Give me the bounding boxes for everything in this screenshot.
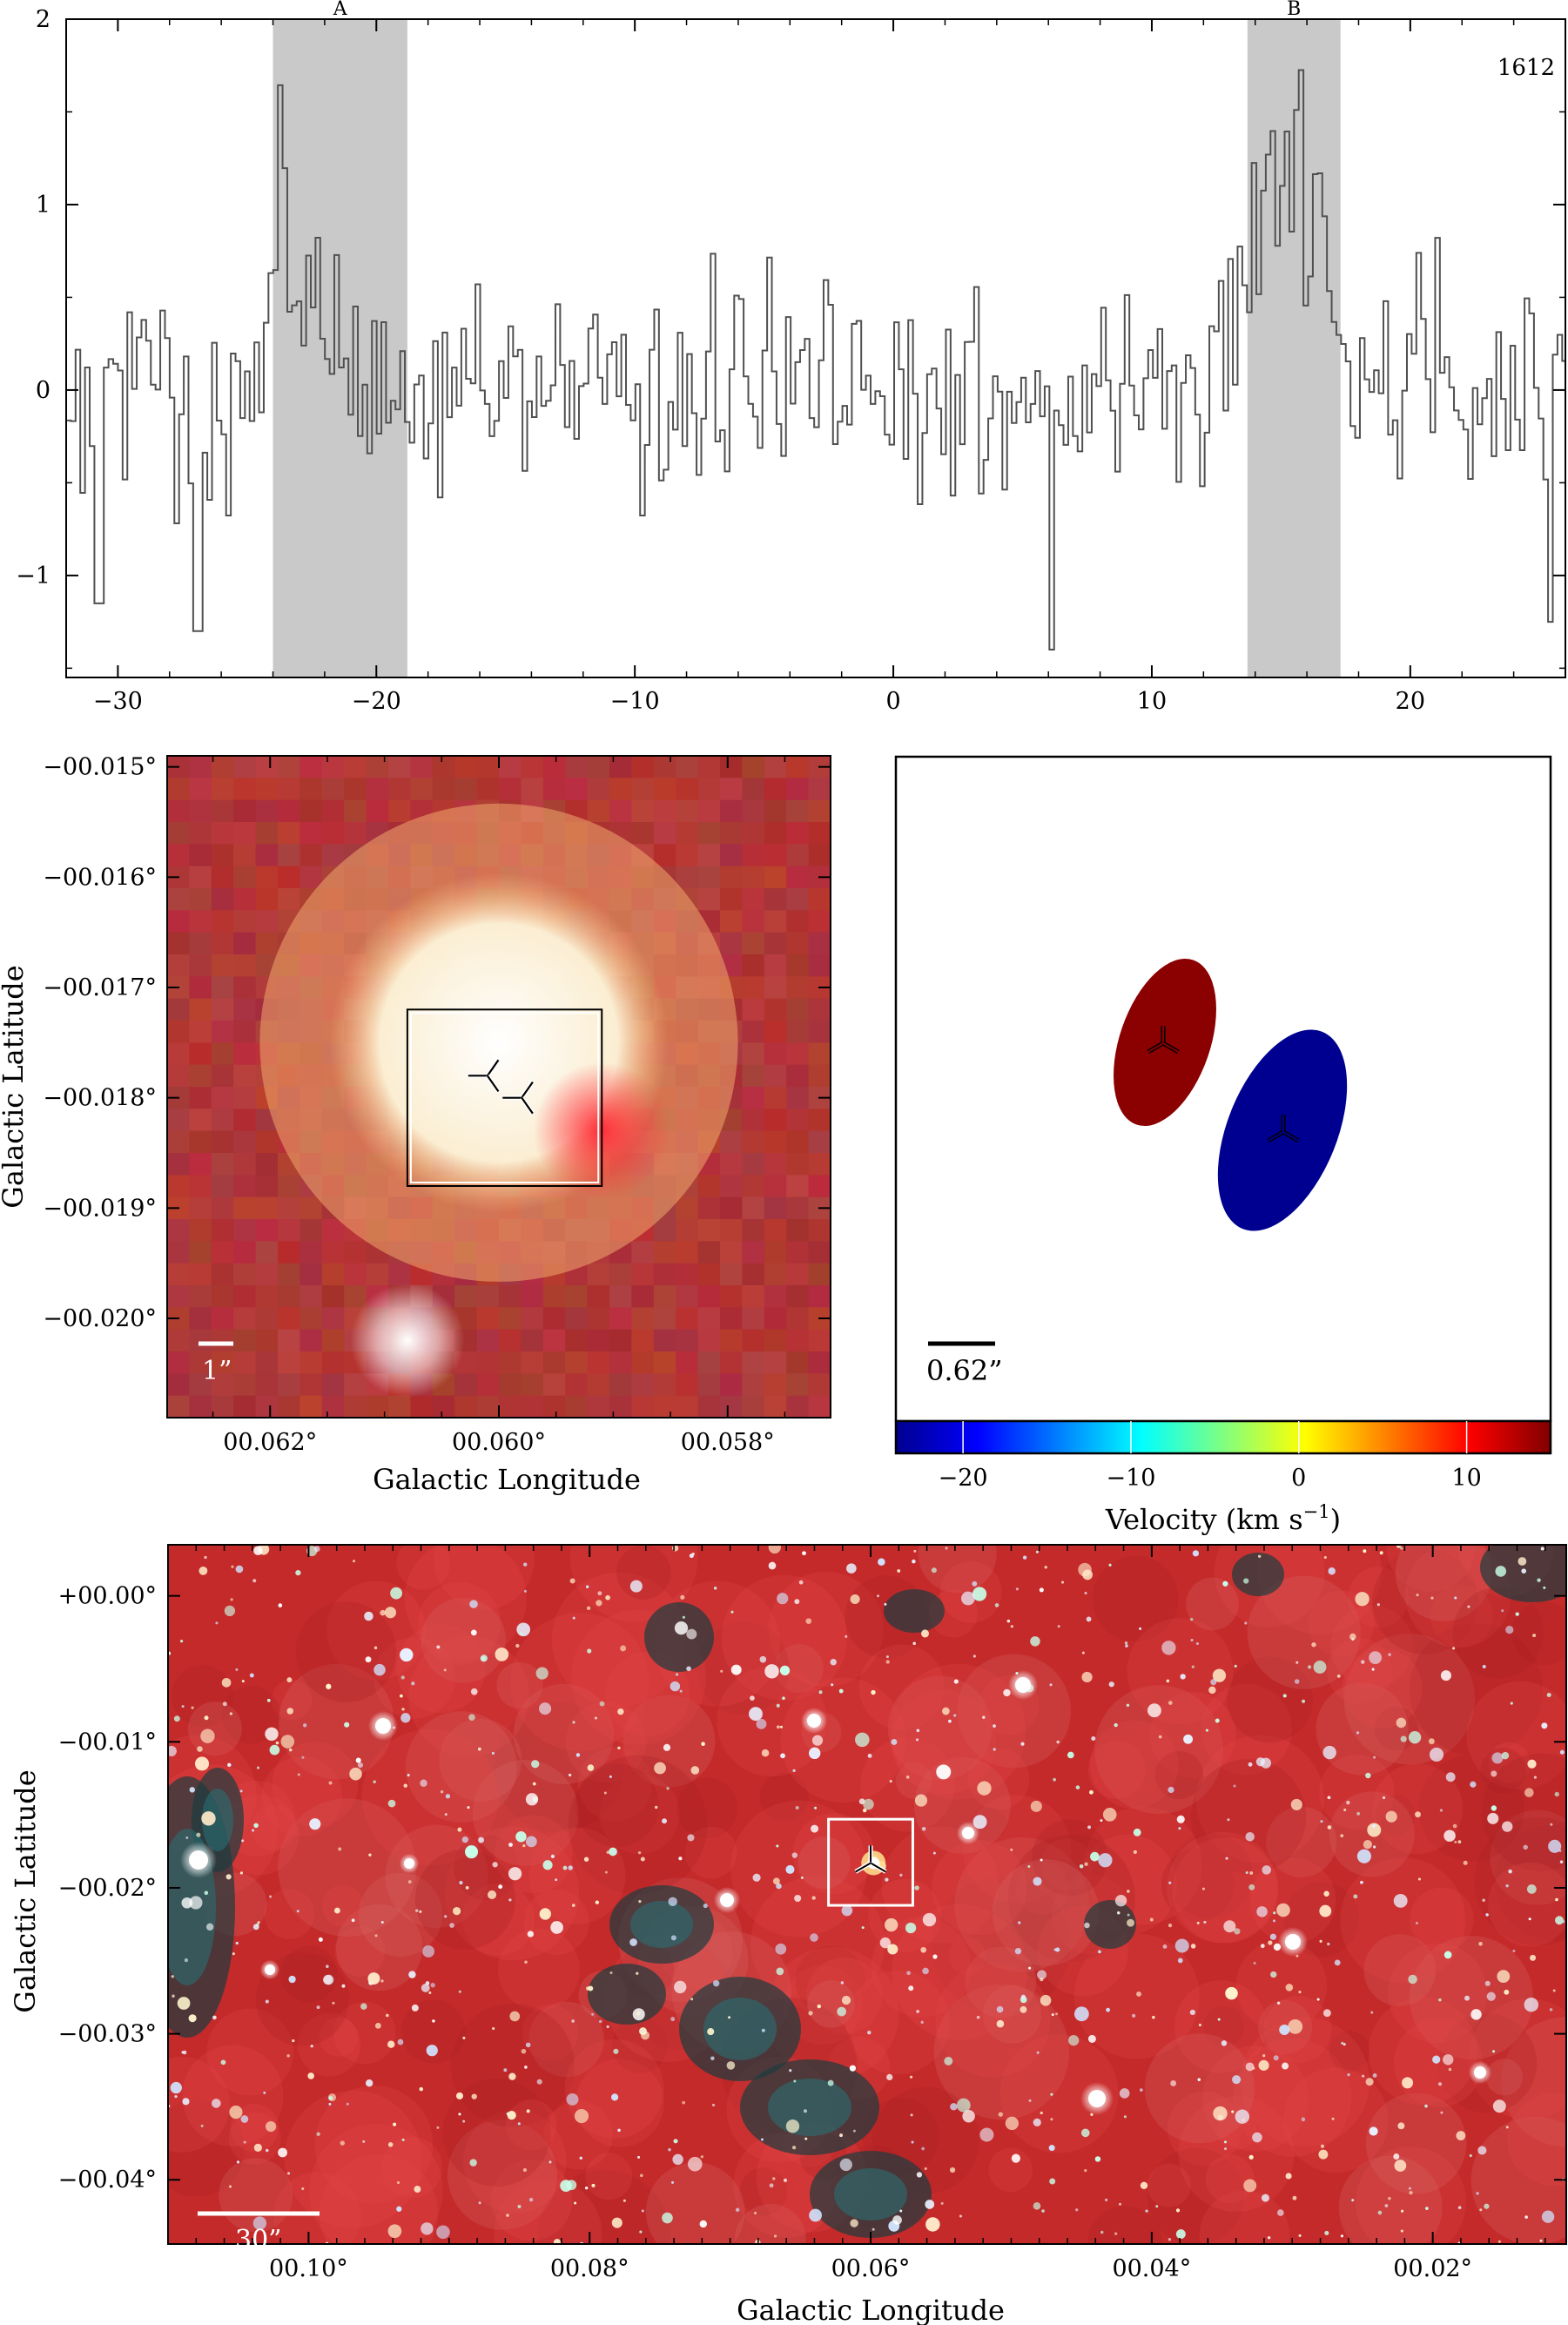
faint-source bbox=[350, 1283, 465, 1398]
wide-xtick-label: 00.02° bbox=[1393, 2255, 1472, 2282]
wide-ytick-label: −00.02° bbox=[58, 1875, 157, 1902]
zoom-ytick-label: −00.015° bbox=[43, 754, 157, 781]
spectrum-frame bbox=[65, 18, 1566, 678]
maser-marker-blue bbox=[1267, 1115, 1300, 1143]
zoom-region-outline bbox=[827, 1817, 914, 1907]
wide-xtick-label: 00.10° bbox=[269, 2255, 348, 2282]
wide-xlabel: Galactic Longitude bbox=[737, 2294, 1005, 2325]
zoom-xtick-label: 00.062° bbox=[223, 1429, 317, 1456]
wide-xtick-label: 00.06° bbox=[831, 2255, 911, 2282]
zoom-region-box bbox=[406, 1008, 603, 1188]
wide-xtick-label: 00.08° bbox=[550, 2255, 629, 2282]
wide-ytick-label: −00.03° bbox=[58, 2021, 157, 2048]
zoom-xlabel: Galactic Longitude bbox=[373, 1463, 641, 1496]
zoom-ytick-label: −00.018° bbox=[43, 1085, 157, 1112]
spectrum-ytick-label: −1 bbox=[16, 563, 50, 590]
wide-image-frame bbox=[167, 1544, 1567, 2245]
wide-ytick-label: +00.00° bbox=[58, 1583, 157, 1610]
wide-ytick-label: −00.04° bbox=[58, 2167, 157, 2194]
zoom-scalebar-label: 1” bbox=[202, 1356, 232, 1386]
wide-xtick-label: 00.04° bbox=[1112, 2255, 1191, 2282]
zoom-ytick-label: −00.019° bbox=[43, 1195, 157, 1222]
zoom-ylabel: Galactic Latitude bbox=[0, 965, 30, 1208]
spectrum-line bbox=[66, 69, 1565, 651]
velocity-colorbar bbox=[894, 1419, 1552, 1455]
spectrum-xtick-label: −10 bbox=[610, 688, 660, 715]
velocity-map-panel: 0.62” −20 −10 0 10 Velocity (km s−1) bbox=[894, 755, 1552, 1536]
zoom-ytick-label: −00.020° bbox=[43, 1305, 157, 1332]
spectrum-ytick-label: 1 bbox=[36, 192, 50, 219]
spectrum-xtick-label: 10 bbox=[1137, 688, 1167, 715]
colorbar-tick-label: −10 bbox=[1106, 1465, 1155, 1492]
wide-image-stars bbox=[168, 1545, 1565, 2244]
zoom-image-panel: 00.062° 00.060° 00.058° −00.015° −00.016° −00… bbox=[0, 754, 831, 1496]
spectrum-xtick-label: 0 bbox=[885, 688, 900, 715]
colorbar-label: Velocity (km s−1) bbox=[1105, 1501, 1341, 1536]
zoom-ytick-label: −00.017° bbox=[43, 974, 157, 1001]
colorbar-tick-label: −20 bbox=[939, 1465, 988, 1492]
wide-scalebar-label: 30” bbox=[235, 2225, 282, 2255]
wide-image-panel: 00.10° 00.08° 00.06° 00.04° 00.02° +00.00° −00… bbox=[9, 1544, 1567, 2325]
velocity-map-frame bbox=[894, 755, 1552, 1423]
zoom-xtick-label: 00.058° bbox=[681, 1429, 775, 1456]
colorbar-tick-label: 0 bbox=[1291, 1465, 1306, 1492]
spectrum-ytick-label: 2 bbox=[36, 6, 50, 33]
shaded-region-label: A bbox=[333, 0, 348, 20]
spectrum-ytick-label: 0 bbox=[36, 377, 50, 404]
wide-ytick-label: −00.01° bbox=[58, 1729, 157, 1756]
zoom-xtick-label: 00.060° bbox=[452, 1429, 546, 1456]
spectrum-panel-label: 1612 bbox=[1497, 55, 1555, 81]
shaded-region-label: B bbox=[1287, 0, 1301, 20]
colorbar-tick-label: 10 bbox=[1451, 1465, 1481, 1492]
wide-image-background bbox=[168, 1545, 1566, 2244]
velocity-map-scalebar-label: 0.62” bbox=[926, 1354, 1003, 1387]
maser-marker-red bbox=[1147, 1026, 1180, 1055]
spectrum-xtick-label: −20 bbox=[352, 688, 401, 715]
wide-ylabel: Galactic Latitude bbox=[9, 1769, 42, 2012]
spectrum-xtick-label: 20 bbox=[1396, 688, 1425, 715]
maser-marker-2 bbox=[502, 1081, 535, 1115]
spectrum-xtick-label: −30 bbox=[93, 688, 143, 715]
zoom-ytick-label: −00.016° bbox=[43, 864, 157, 891]
maser-marker-1 bbox=[468, 1058, 501, 1093]
shaded-region-A bbox=[273, 19, 407, 677]
maser-marker-wide bbox=[854, 1845, 887, 1874]
